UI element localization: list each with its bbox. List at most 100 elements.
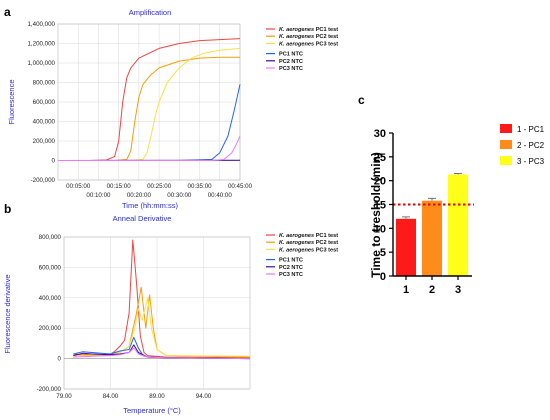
legend-label: PC3 NTC [279,272,303,278]
x-tick-label: 00:30:00 [167,192,192,199]
chart-b-x-ticks: 79.00 84.00 89.00 94.00 [56,393,212,400]
y-tick-label: 30 [374,128,386,140]
x-tick-label: 3 [455,284,461,296]
y-tick-label: 0 [380,271,386,283]
chart-a-plot-area [57,23,241,181]
y-tick-label: 600,000 [39,264,62,271]
chart-b-grid [63,236,250,390]
y-tick-label: 1,400,000 [27,21,55,28]
bar [422,200,442,276]
series-line [73,297,251,357]
legend-label-series: PC1 test [314,27,338,33]
legend-swatch [500,140,512,149]
legend-label: 2 - PC2 [517,141,545,150]
y-tick-label: 200,000 [33,138,56,145]
x-tick-label: 00:25:00 [147,183,172,190]
legend-label: PC1 NTC [279,258,303,264]
legend-label: K. aerogenes PC1 test [279,233,338,239]
anneal-derivative-chart: Anneal Derivative -200,000 0 200,000 400,00… [3,214,338,415]
legend-label-series: PC3 NTC [279,272,303,278]
series-line [58,56,240,161]
chart-c-bars [396,173,468,276]
y-tick-label: 0 [52,158,56,165]
x-tick-label: 00:05:00 [66,183,91,190]
chart-b-series-lines [73,239,251,360]
legend-label-species: K. aerogenes [279,34,314,40]
series-line [73,239,251,359]
legend-label-series: PC3 NTC [279,66,303,72]
legend-label: K. aerogenes PC3 test [279,41,338,47]
legend-label: K. aerogenes PC2 test [279,240,338,246]
x-tick-label: 2 [429,284,435,296]
legend-label: PC2 NTC [279,265,303,271]
x-tick-label: 00:35:00 [188,183,213,190]
legend-label-series: PC3 test [314,247,338,253]
y-tick-label: 0 [58,356,62,363]
legend-label-species: K. aerogenes [279,240,314,246]
y-tick-label: 15 [374,200,386,212]
x-tick-label: 79.00 [56,393,72,400]
chart-a-y-ticks: -200,000 0 200,000 400,000 600,000 800,000 1,0… [27,21,55,184]
bar [396,218,416,276]
chart-a-grid [58,23,241,181]
y-tick-label: 20 [374,176,386,188]
amplification-chart: Amplification -200,000 0 200,000 400,000 600… [7,8,338,210]
series-line [58,47,241,161]
legend-label-series: PC1 NTC [279,258,303,264]
legend-swatch [500,124,512,133]
series-line [58,84,241,161]
chart-b-y-ticks: -200,000 0 200,000 400,000 600,000 800,000 [37,234,62,393]
y-tick-label: -200,000 [37,386,62,393]
x-tick-label: 00:40:00 [208,192,233,199]
y-tick-label: 1,000,000 [27,60,55,67]
legend-label: PC2 NTC [279,59,303,65]
chart-a-y-axis-label: Fluorescence [7,79,16,124]
y-tick-label: 400,000 [33,119,56,126]
y-tick-label: 400,000 [39,295,62,302]
panel-letter-a: a [4,5,11,19]
x-tick-label: 1 [403,284,409,296]
y-tick-label: 25 [374,152,386,164]
series-line [73,347,251,360]
chart-a-series-lines [57,38,241,161]
legend-label-series: PC3 test [314,41,338,47]
chart-b-title: Anneal Derivative [113,214,172,223]
legend-label-series: PC2 NTC [279,59,303,65]
y-tick-label: 800,000 [39,234,62,241]
legend-label-series: PC2 test [314,240,338,246]
legend-label-species: K. aerogenes [279,41,314,47]
legend-label-series: PC1 NTC [279,52,303,58]
y-tick-label: -200,000 [31,177,56,184]
legend-label: K. aerogenes PC2 test [279,34,338,40]
chart-a-x-axis-label: Time (hh:mm:ss) [122,201,178,210]
chart-b-y-axis-label: Fluorescence derivative [3,274,12,353]
series-line [58,38,241,161]
panel-letter-c: c [358,93,365,107]
legend-label-series: PC2 NTC [279,265,303,271]
chart-c-y-axis-label: Time to treshold (min) [369,152,383,278]
legend-label-species: K. aerogenes [279,247,314,253]
legend-label: 3 - PC3 [517,157,545,166]
legend-label-series: PC2 test [314,34,338,40]
x-tick-label: 00:20:00 [127,192,152,199]
chart-a-title: Amplification [129,8,172,17]
chart-b-x-axis-label: Temperature (°C) [123,406,181,415]
x-tick-label: 84.00 [103,393,119,400]
chart-b-plot-area [63,236,251,390]
legend-label-species: K. aerogenes [279,233,314,239]
series-line [58,135,241,161]
legend-label: K. aerogenes PC1 test [279,27,338,33]
x-tick-label: 94.00 [196,393,212,400]
chart-c-legend: 1 - PC1 2 - PC2 3 - PC3 [500,124,545,166]
panel-letter-b: b [4,202,11,216]
y-tick-label: 1,200,000 [27,41,55,48]
legend-label-series: PC1 test [314,233,338,239]
chart-a-x-ticks: 00:05:00 00:15:00 00:25:00 00:35:00 00:45:00… [66,183,252,199]
legend-label: PC3 NTC [279,66,303,72]
x-tick-label: 00:10:00 [86,192,111,199]
